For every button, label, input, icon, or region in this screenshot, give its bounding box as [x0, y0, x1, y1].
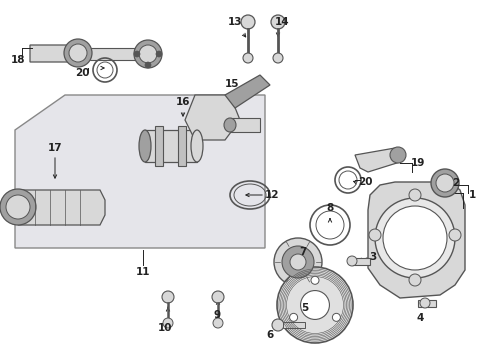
Circle shape — [419, 298, 429, 308]
Text: 5: 5 — [301, 303, 308, 313]
Circle shape — [156, 51, 162, 57]
Text: 20: 20 — [75, 68, 89, 78]
Circle shape — [243, 53, 252, 63]
Circle shape — [213, 318, 223, 328]
Circle shape — [389, 147, 405, 163]
Text: 19: 19 — [410, 158, 425, 168]
Circle shape — [212, 291, 224, 303]
Bar — [417, 300, 435, 307]
Circle shape — [69, 44, 87, 62]
Circle shape — [346, 256, 356, 266]
Circle shape — [435, 174, 453, 192]
Circle shape — [332, 313, 340, 321]
Polygon shape — [367, 182, 464, 298]
Text: 17: 17 — [48, 143, 62, 153]
Bar — [351, 258, 369, 265]
Text: 15: 15 — [224, 79, 239, 89]
Text: 4: 4 — [415, 313, 423, 323]
Circle shape — [145, 62, 151, 68]
Circle shape — [374, 198, 454, 278]
Circle shape — [241, 15, 254, 29]
Text: 7: 7 — [299, 247, 306, 257]
Text: 8: 8 — [325, 203, 333, 213]
Text: 3: 3 — [368, 252, 376, 262]
Circle shape — [408, 189, 420, 201]
Circle shape — [276, 267, 352, 343]
Circle shape — [300, 291, 329, 319]
Text: 10: 10 — [158, 323, 172, 333]
Ellipse shape — [224, 118, 236, 132]
Circle shape — [289, 254, 305, 270]
Circle shape — [134, 40, 162, 68]
Polygon shape — [18, 190, 105, 225]
Ellipse shape — [191, 130, 203, 162]
Text: 9: 9 — [213, 310, 220, 320]
Circle shape — [134, 51, 140, 57]
Text: 20: 20 — [357, 177, 371, 187]
Circle shape — [6, 195, 30, 219]
Polygon shape — [184, 95, 240, 140]
Text: 16: 16 — [175, 97, 190, 107]
Text: 14: 14 — [274, 17, 289, 27]
Circle shape — [270, 15, 285, 29]
Polygon shape — [15, 95, 264, 248]
Text: 1: 1 — [468, 190, 475, 200]
Circle shape — [448, 229, 460, 241]
Circle shape — [310, 276, 318, 284]
Polygon shape — [30, 45, 82, 62]
Circle shape — [273, 238, 321, 286]
Circle shape — [430, 169, 458, 197]
Circle shape — [163, 318, 173, 328]
Circle shape — [64, 39, 92, 67]
Text: 11: 11 — [136, 267, 150, 277]
Circle shape — [289, 313, 297, 321]
Circle shape — [282, 246, 313, 278]
Text: 18: 18 — [11, 55, 25, 65]
Circle shape — [368, 229, 380, 241]
Polygon shape — [354, 148, 399, 172]
Circle shape — [271, 319, 284, 331]
Ellipse shape — [139, 130, 151, 162]
Text: 12: 12 — [264, 190, 279, 200]
Text: 2: 2 — [451, 178, 459, 188]
Circle shape — [272, 53, 283, 63]
Circle shape — [382, 206, 446, 270]
Circle shape — [408, 274, 420, 286]
Text: 13: 13 — [227, 17, 242, 27]
Bar — [229, 118, 260, 132]
Circle shape — [139, 45, 157, 63]
Text: 6: 6 — [266, 330, 273, 340]
Bar — [145, 130, 197, 162]
Circle shape — [162, 291, 174, 303]
Bar — [283, 322, 305, 328]
Bar — [155, 126, 163, 166]
Bar — [178, 126, 185, 166]
Circle shape — [0, 189, 36, 225]
Bar — [90, 48, 145, 60]
Polygon shape — [224, 75, 269, 108]
